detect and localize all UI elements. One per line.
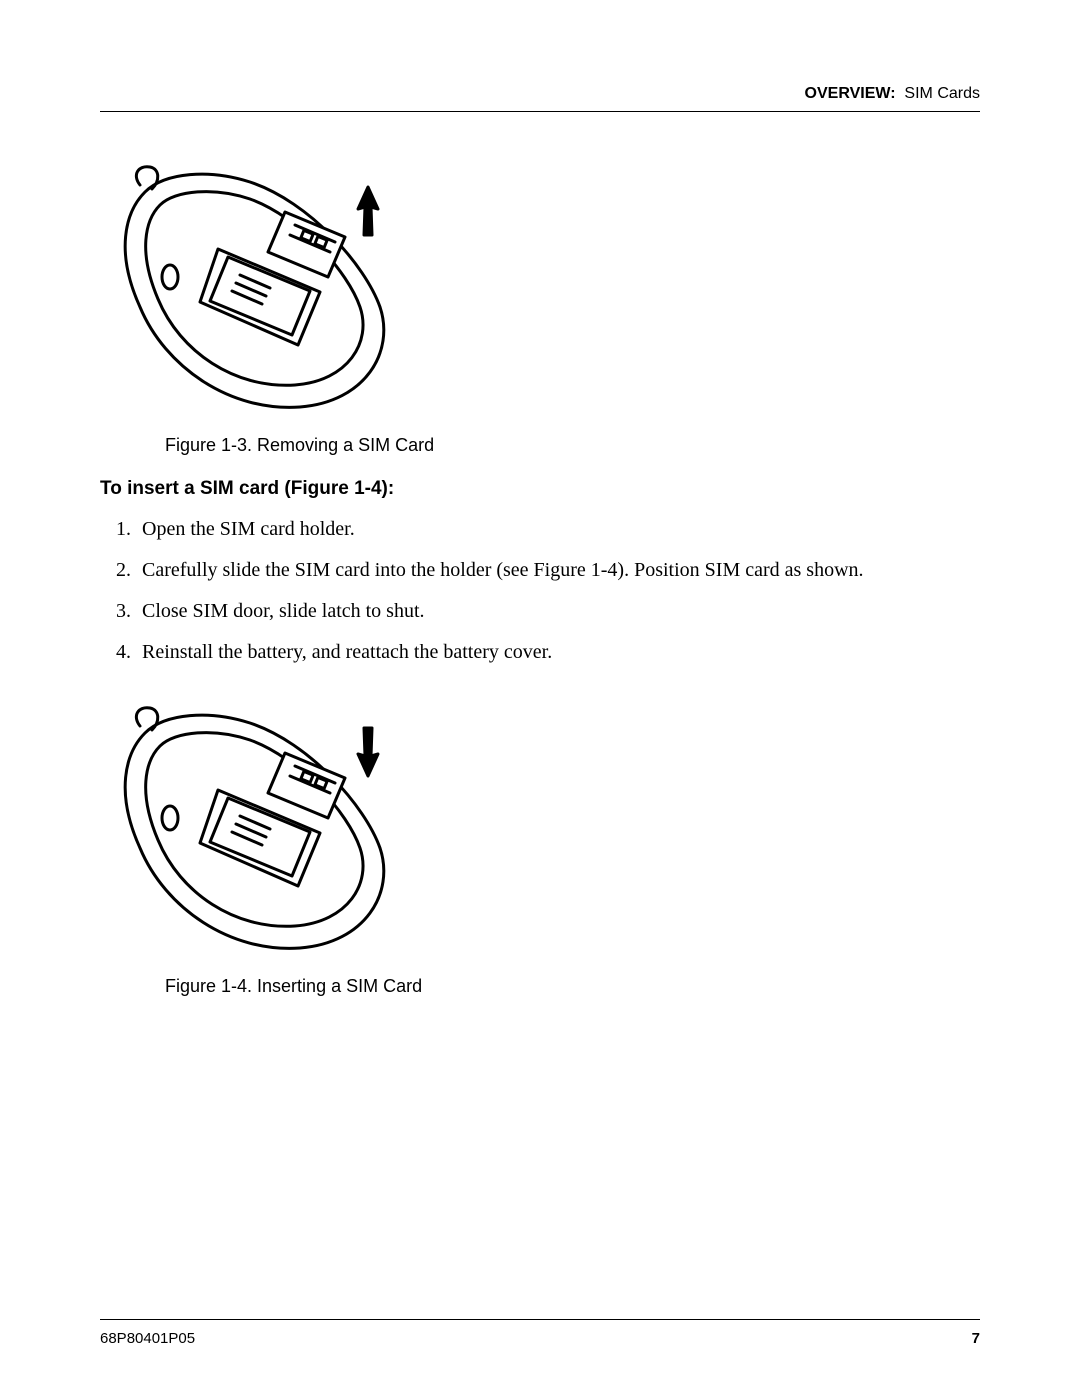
page-header: OVERVIEW: SIM Cards <box>100 85 980 112</box>
footer-doc-id: 68P80401P05 <box>100 1330 195 1347</box>
step-4: Reinstall the battery, and reattach the … <box>136 639 980 666</box>
arrow-up-icon <box>358 187 378 235</box>
page-footer: 68P80401P05 7 <box>100 1319 980 1347</box>
step-1: Open the SIM card holder. <box>136 516 980 543</box>
figure-1-3-caption: Figure 1-3. Removing a SIM Card <box>165 435 980 456</box>
header-section: OVERVIEW: <box>805 85 896 102</box>
figure-insert-sim: Figure 1-4. Inserting a SIM Card <box>100 698 980 997</box>
remove-sim-illustration <box>110 157 410 417</box>
insert-sim-illustration <box>110 698 410 958</box>
figure-1-4-caption: Figure 1-4. Inserting a SIM Card <box>165 976 980 997</box>
step-2: Carefully slide the SIM card into the ho… <box>136 557 980 584</box>
arrow-down-icon <box>358 728 378 776</box>
insert-sim-heading: To insert a SIM card (Figure 1-4): <box>100 478 980 500</box>
header-subsection-text: SIM Cards <box>904 85 980 102</box>
step-3: Close SIM door, slide latch to shut. <box>136 598 980 625</box>
page: OVERVIEW: SIM Cards <box>0 0 1080 1397</box>
insert-sim-steps: Open the SIM card holder. Carefully slid… <box>136 516 980 666</box>
footer-page-number: 7 <box>972 1330 980 1347</box>
figure-remove-sim: Figure 1-3. Removing a SIM Card <box>100 157 980 456</box>
